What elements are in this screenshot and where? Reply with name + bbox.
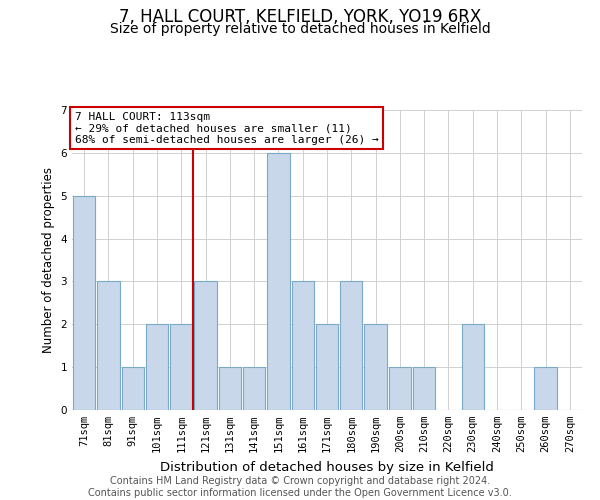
Y-axis label: Number of detached properties: Number of detached properties — [42, 167, 55, 353]
Bar — [267, 153, 290, 410]
Bar — [292, 282, 314, 410]
Text: 7 HALL COURT: 113sqm
← 29% of detached houses are smaller (11)
68% of semi-detac: 7 HALL COURT: 113sqm ← 29% of detached h… — [74, 112, 379, 144]
Bar — [316, 324, 338, 410]
Text: Contains HM Land Registry data © Crown copyright and database right 2024.
Contai: Contains HM Land Registry data © Crown c… — [88, 476, 512, 498]
Text: 7, HALL COURT, KELFIELD, YORK, YO19 6RX: 7, HALL COURT, KELFIELD, YORK, YO19 6RX — [119, 8, 481, 26]
Bar — [340, 282, 362, 410]
Bar — [461, 324, 484, 410]
Bar — [413, 367, 436, 410]
Bar — [73, 196, 95, 410]
Bar — [389, 367, 411, 410]
Bar — [146, 324, 168, 410]
Bar — [194, 282, 217, 410]
Bar — [218, 367, 241, 410]
Bar — [122, 367, 144, 410]
Bar — [243, 367, 265, 410]
Bar — [170, 324, 193, 410]
Text: Size of property relative to detached houses in Kelfield: Size of property relative to detached ho… — [110, 22, 490, 36]
X-axis label: Distribution of detached houses by size in Kelfield: Distribution of detached houses by size … — [160, 460, 494, 473]
Bar — [364, 324, 387, 410]
Bar — [535, 367, 557, 410]
Bar — [97, 282, 119, 410]
